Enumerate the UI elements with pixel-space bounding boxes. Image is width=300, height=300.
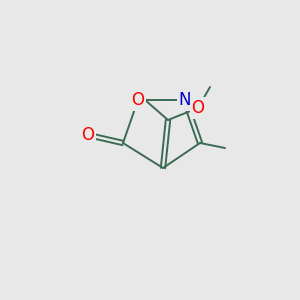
Text: N: N (179, 91, 191, 109)
Text: O: O (191, 99, 205, 117)
Text: O: O (82, 126, 94, 144)
Text: O: O (131, 91, 145, 109)
